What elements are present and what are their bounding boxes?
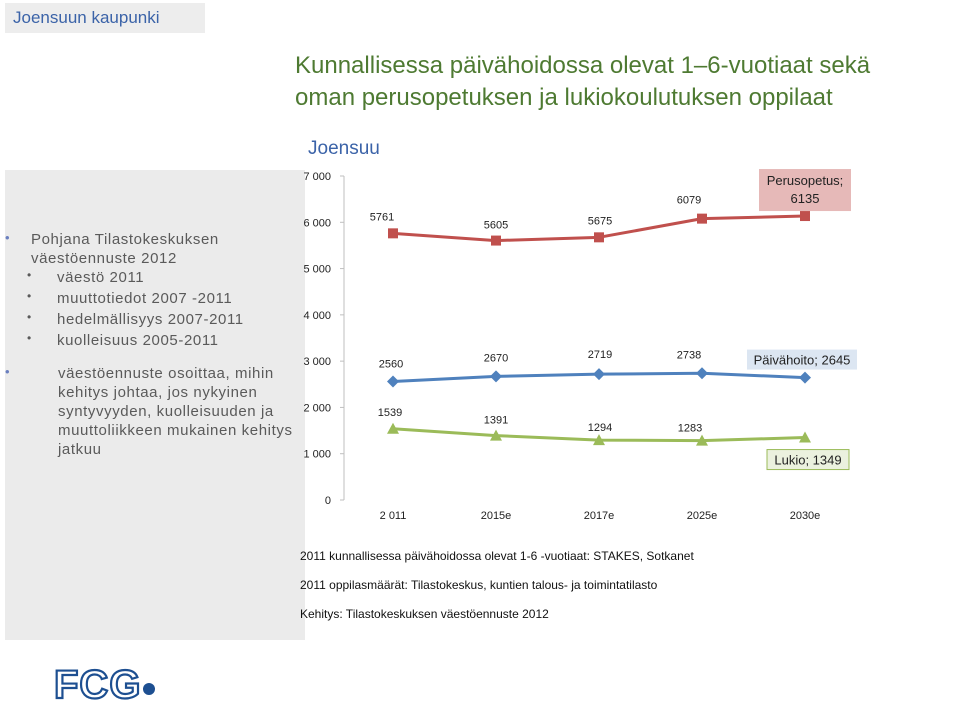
series-end-label-box [747, 349, 857, 370]
sub-bullet-icon: • [27, 331, 32, 345]
y-tick-label: 7 000 [303, 171, 331, 183]
source-note: 2011 oppilasmäärät: Tilastokeskus, kunti… [300, 578, 658, 592]
sidebar-panel: • Pohjana Tilastokeskuksen väestöennuste 2… [5, 170, 305, 640]
data-point-marker [799, 371, 811, 384]
series-end-label: 6135 [791, 191, 820, 206]
data-point-marker [490, 370, 502, 383]
source-note: 2011 kunnallisessa päivähoidossa olevat … [300, 549, 694, 563]
data-label: 2560 [379, 359, 403, 371]
organization-badge: Joensuun kaupunki [5, 3, 205, 33]
data-point-marker [491, 235, 501, 246]
x-tick-label: 2025e [687, 510, 718, 522]
slide-title: Kunnallisessa päivähoidossa olevat 1–6-v… [295, 50, 935, 114]
data-label: 2719 [588, 349, 612, 361]
bullet-icon: • [5, 364, 10, 379]
y-tick-label: 5 000 [303, 264, 331, 276]
source-note: Kehitys: Tilastokeskuksen väestöennuste … [300, 607, 549, 621]
data-label: 6079 [677, 195, 701, 207]
bullet-icon: • [5, 230, 10, 245]
series-end-label: Päivähoito; 2645 [754, 353, 851, 368]
data-label: 5605 [484, 220, 508, 232]
data-point-marker [697, 213, 707, 224]
y-tick-label: 3 000 [303, 356, 331, 368]
data-label: 2670 [484, 352, 508, 364]
data-label: 1294 [588, 422, 612, 434]
x-tick-label: 2015e [481, 510, 512, 522]
line-chart: Joensuu 0 1 000 2 000 3 000 4 000 5 000 6 000 7 … [296, 130, 960, 540]
data-point-marker [799, 431, 811, 443]
y-tick-label: 4 000 [303, 310, 331, 322]
sub-bullet-icon: • [27, 310, 32, 324]
sidebar-item-line: hedelmällisyys 2007-2011 [57, 311, 244, 328]
y-tick-label: 6 000 [303, 217, 331, 229]
data-label: 1283 [678, 423, 702, 435]
sidebar-item-line: väestöennuste 2012 [31, 250, 177, 267]
data-point-marker [387, 422, 399, 434]
data-label: 5761 [370, 211, 394, 223]
data-point-marker [800, 211, 810, 222]
slide-title-line-1: Kunnallisessa päivähoidossa olevat 1–6-v… [295, 52, 871, 79]
sidebar-item-line: väestö 2011 [57, 269, 145, 286]
data-point-marker [490, 429, 502, 441]
fcg-logo: FCG [53, 662, 155, 704]
sidebar-item-line: muuttotiedot 2007 -2011 [57, 290, 233, 307]
series-end-label-box [759, 169, 851, 212]
data-label: 2738 [677, 349, 701, 361]
data-point-marker [696, 434, 708, 446]
data-point-marker [696, 367, 708, 380]
sidebar-item-line: Pohjana Tilastokeskuksen [31, 231, 219, 248]
data-label: 5675 [588, 215, 612, 227]
series-end-label-box [766, 449, 850, 471]
logo-text: FCG [54, 663, 141, 704]
data-point-marker [593, 368, 605, 381]
series-end-label: Lukio; 1349 [774, 453, 841, 468]
sub-bullet-icon: • [27, 268, 32, 282]
logo-dot [143, 683, 155, 695]
sidebar-item-line: jatkuu [58, 441, 102, 458]
data-label: 1391 [484, 415, 508, 427]
series-end-label: Perusopetus; [767, 173, 844, 188]
sidebar-item-line: kuolleisuus 2005-2011 [57, 332, 219, 349]
chart-svg: Joensuu 0 1 000 2 000 3 000 4 000 5 000 6 000 7 … [303, 138, 857, 522]
data-point-marker [594, 232, 604, 243]
sidebar-item-line: väestöennuste osoittaa, mihin [58, 365, 274, 382]
y-tick-label: 0 [325, 495, 331, 507]
sidebar-item-line: muuttoliikkeen mukainen kehitys [58, 422, 293, 439]
x-tick-label: 2017e [584, 510, 615, 522]
data-label: 1539 [378, 407, 402, 419]
sidebar-item-line: kehitys johtaa, jos nykyinen [58, 384, 258, 401]
y-tick-label: 2 000 [303, 402, 331, 414]
data-point-marker [388, 228, 398, 239]
slide-title-line-2: oman perusopetuksen ja lukiokoulutuksen … [295, 84, 833, 111]
x-tick-label: 2030e [790, 510, 821, 522]
data-point-marker [387, 375, 399, 388]
data-point-marker [593, 434, 605, 446]
sidebar-item-line: syntyvyyden, kuolleisuuden ja [58, 403, 274, 420]
y-tick-label: 1 000 [303, 449, 331, 461]
x-tick-label: 2 011 [380, 510, 407, 522]
chart-title: Joensuu [308, 138, 380, 159]
sub-bullet-icon: • [27, 289, 32, 303]
